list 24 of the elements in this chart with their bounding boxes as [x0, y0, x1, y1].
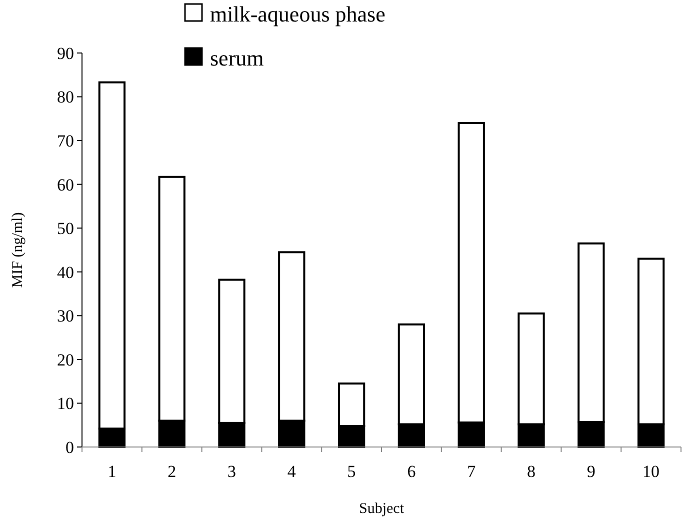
x-tick-label: 7 — [467, 462, 476, 481]
x-tick-label: 10 — [642, 462, 660, 481]
y-tick-label: 90 — [57, 44, 74, 63]
x-tick-label: 8 — [527, 462, 536, 481]
y-tick-label: 60 — [57, 175, 74, 194]
x-tick-label: 5 — [347, 462, 356, 481]
y-tick-label: 40 — [57, 262, 74, 282]
y-tick-label: 0 — [66, 438, 74, 457]
legend-label: serum — [210, 46, 264, 71]
y-tick-label: 70 — [57, 132, 74, 151]
x-tick-label: 3 — [228, 462, 236, 481]
x-tick-label: 2 — [168, 462, 176, 481]
y-tick-label: 30 — [57, 306, 74, 326]
x-tick-label: 1 — [108, 462, 116, 481]
x-axis-title: Subject — [359, 501, 405, 517]
y-tick-label: 50 — [57, 219, 74, 238]
x-tick-label: 9 — [586, 462, 596, 481]
x-tick-label: 6 — [407, 462, 416, 481]
y-tick-label: 80 — [57, 88, 74, 107]
legend-label: milk-aqueous phase — [210, 2, 386, 27]
y-tick-label: 20 — [57, 350, 74, 370]
x-tick-label: 4 — [287, 462, 296, 481]
y-axis-title: MIF (ng/ml) — [10, 212, 26, 288]
y-tick-label: 10 — [57, 394, 74, 414]
